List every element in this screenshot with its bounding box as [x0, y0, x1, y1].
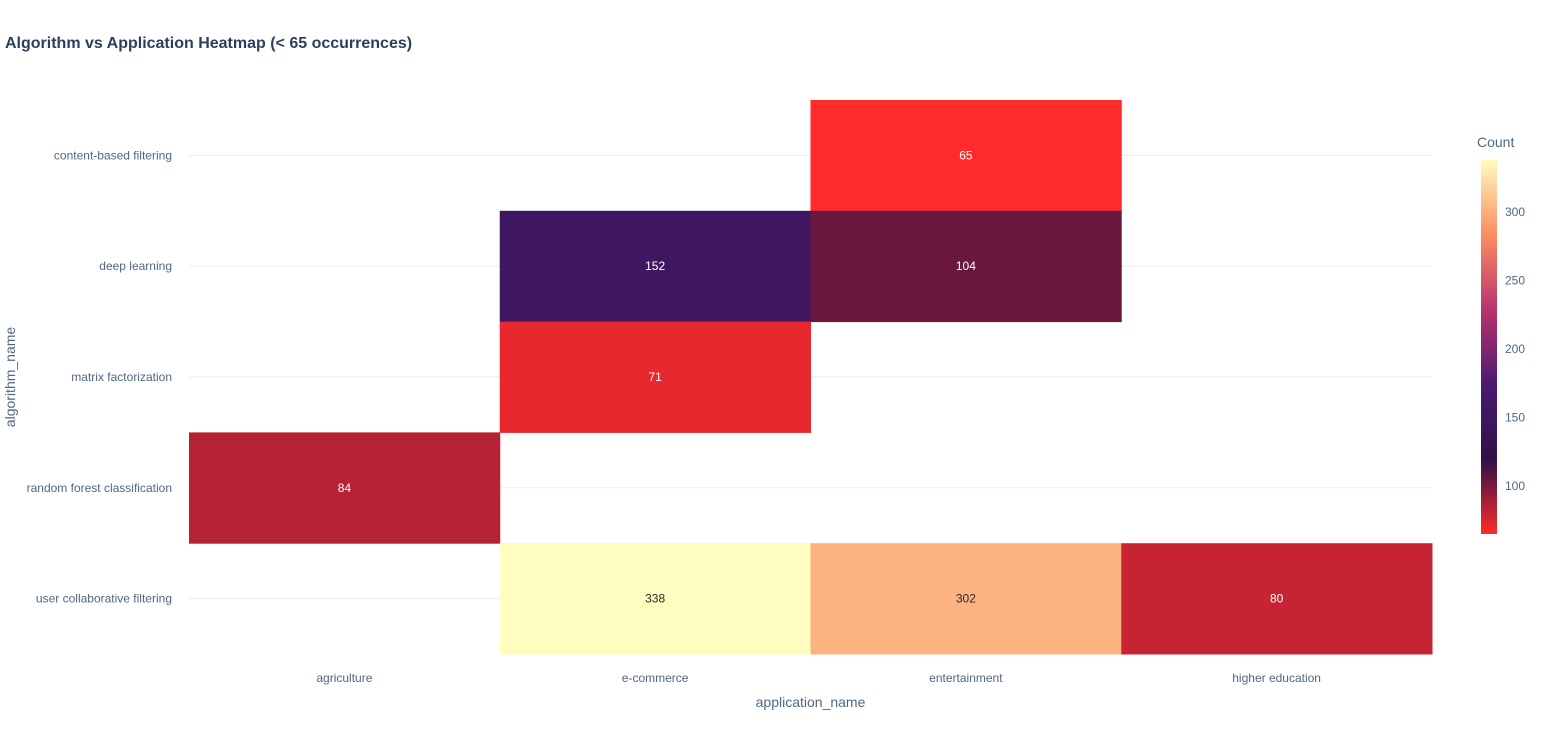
cell-value-label: 152 [645, 259, 665, 273]
colorbar-tick-labels: 100 150 200 250 300 [1505, 205, 1525, 493]
heatmap-cell [810, 543, 1122, 655]
x-tick-label: entertainment [929, 671, 1003, 685]
y-tick-label: random forest classification [27, 481, 172, 495]
y-tick-label: deep learning [99, 259, 172, 273]
y-tick-labels: content-based filtering deep learning matr… [27, 148, 172, 605]
cell-labels: 65 152 104 71 84 338 302 80 [338, 148, 1284, 605]
colorbar-tick-label: 100 [1505, 479, 1525, 493]
heatmap-cell [499, 210, 811, 323]
colorbar-tick-label: 200 [1505, 342, 1525, 356]
x-tick-label: e-commerce [622, 671, 689, 685]
colorbar-tick-label: 150 [1505, 411, 1525, 425]
heatmap-cells [189, 100, 1433, 655]
y-tick-label: matrix factorization [71, 370, 172, 384]
y-axis-title: algorithm_name [2, 327, 18, 428]
heatmap-cell [499, 321, 811, 433]
colorbar-gradient [1481, 160, 1497, 534]
x-tick-label: higher education [1232, 671, 1321, 685]
cell-value-label: 302 [956, 592, 976, 606]
cell-value-label: 80 [1270, 592, 1284, 606]
heatmap-cell [499, 543, 811, 655]
heatmap-cell [810, 210, 1122, 323]
x-tick-labels: agriculture e-commerce entertainment higher… [316, 671, 1321, 685]
colorbar-tick-label: 250 [1505, 274, 1525, 288]
colorbar-title: Count [1477, 134, 1514, 150]
x-axis-title: application_name [756, 694, 866, 710]
x-tick-label: agriculture [316, 671, 372, 685]
y-tick-label: content-based filtering [54, 148, 172, 162]
cell-value-label: 104 [956, 259, 976, 273]
y-tick-label: user collaborative filtering [36, 592, 172, 606]
cell-value-label: 338 [645, 592, 665, 606]
heatmap-cell [810, 100, 1122, 212]
colorbar-tick-label: 300 [1505, 205, 1525, 219]
cell-value-label: 71 [648, 370, 662, 384]
cell-value-label: 65 [959, 148, 973, 162]
colorbar: Count 100 150 200 250 300 [1477, 134, 1525, 534]
cell-value-label: 84 [338, 481, 352, 495]
heatmap-cell [189, 432, 501, 544]
heatmap-cell [1121, 543, 1433, 655]
chart-title: Algorithm vs Application Heatmap (< 65 o… [5, 35, 413, 52]
